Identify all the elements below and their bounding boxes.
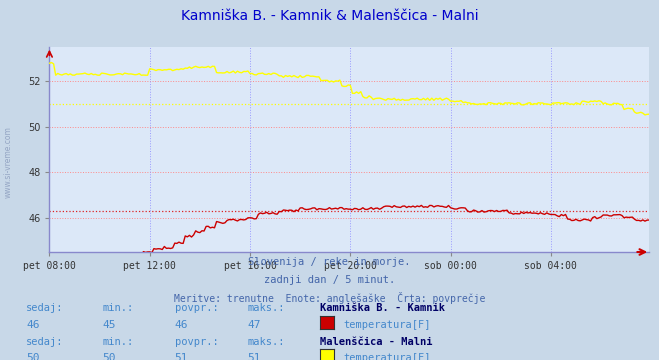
- Text: 51: 51: [175, 353, 188, 360]
- Text: sedaj:: sedaj:: [26, 337, 64, 347]
- Text: sedaj:: sedaj:: [26, 303, 64, 314]
- Text: 50: 50: [26, 353, 40, 360]
- Text: povpr.:: povpr.:: [175, 303, 218, 314]
- Text: Slovenija / reke in morje.: Slovenija / reke in morje.: [248, 257, 411, 267]
- Text: zadnji dan / 5 minut.: zadnji dan / 5 minut.: [264, 275, 395, 285]
- Text: Meritve: trenutne  Enote: anglešaške  Črta: povprečje: Meritve: trenutne Enote: anglešaške Črta…: [174, 292, 485, 304]
- Text: 46: 46: [26, 320, 40, 330]
- Text: 47: 47: [247, 320, 260, 330]
- Text: 46: 46: [175, 320, 188, 330]
- Text: temperatura[F]: temperatura[F]: [343, 320, 431, 330]
- Text: 51: 51: [247, 353, 260, 360]
- Text: Malenščica - Malni: Malenščica - Malni: [320, 337, 432, 347]
- Text: www.si-vreme.com: www.si-vreme.com: [4, 126, 13, 198]
- Text: maks.:: maks.:: [247, 303, 285, 314]
- Text: maks.:: maks.:: [247, 337, 285, 347]
- Text: Kamniška B. - Kamnik: Kamniška B. - Kamnik: [320, 303, 445, 314]
- Text: 45: 45: [102, 320, 115, 330]
- Text: povpr.:: povpr.:: [175, 337, 218, 347]
- Text: Kamniška B. - Kamnik & Malenščica - Malni: Kamniška B. - Kamnik & Malenščica - Maln…: [181, 9, 478, 23]
- Text: min.:: min.:: [102, 337, 133, 347]
- Text: min.:: min.:: [102, 303, 133, 314]
- Text: 50: 50: [102, 353, 115, 360]
- Text: temperatura[F]: temperatura[F]: [343, 353, 431, 360]
